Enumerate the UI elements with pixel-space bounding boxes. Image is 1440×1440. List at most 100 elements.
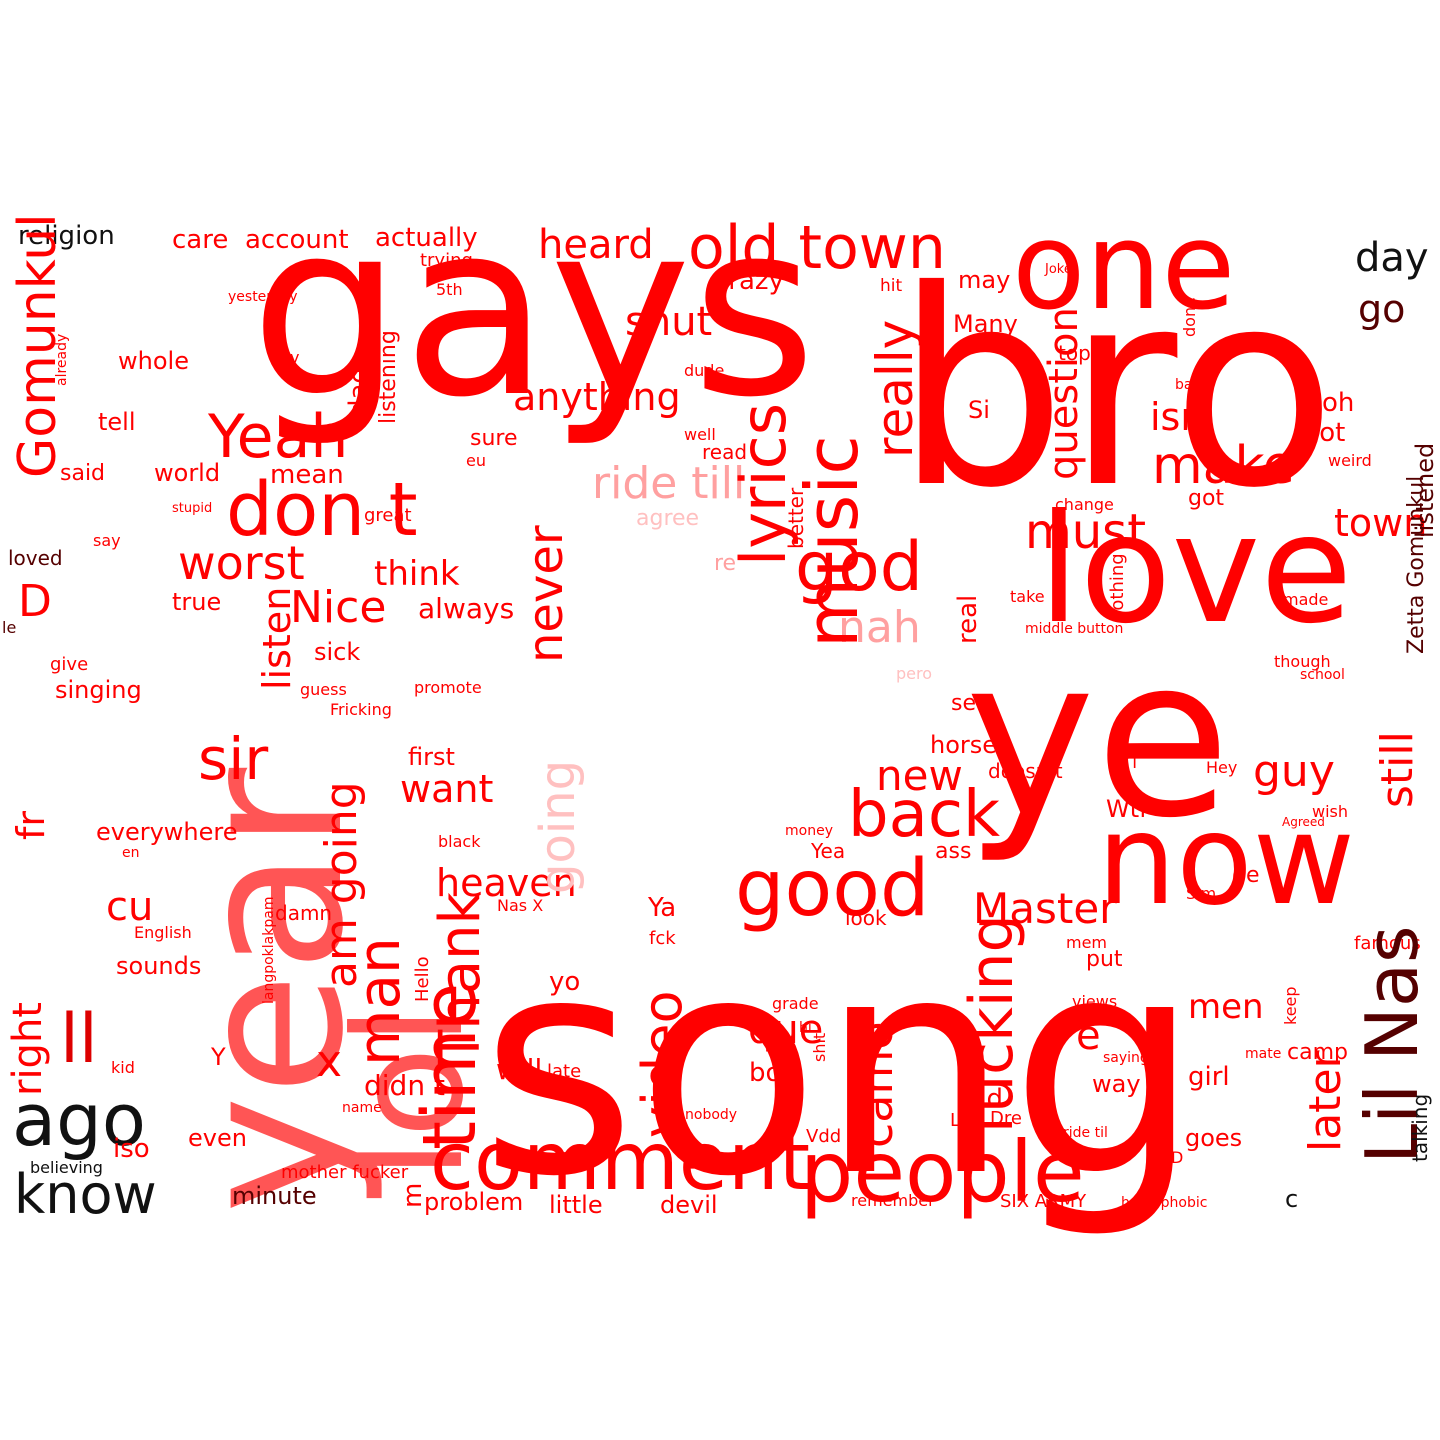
word-tell: tell <box>98 408 136 436</box>
word-man: man <box>345 937 413 1066</box>
word-kid: kid <box>111 1058 135 1077</box>
word-sounds: sounds <box>116 952 202 980</box>
word-agreed: Agreed <box>1282 815 1325 829</box>
word-nice: Nice <box>290 582 387 633</box>
word-mean: mean <box>270 460 344 490</box>
word-damn: damn <box>275 901 333 925</box>
word-well: well <box>684 425 716 444</box>
word-good: good <box>735 844 930 934</box>
word-shit: shit <box>810 1032 829 1062</box>
word-sick: sick <box>314 638 361 666</box>
word-believing: believing <box>30 1158 103 1177</box>
word-iso: iso <box>113 1134 150 1164</box>
word-sim: Sim <box>1186 884 1217 903</box>
word-never: never <box>518 525 574 663</box>
word-little: little <box>549 1191 603 1219</box>
word-came: came <box>849 1021 903 1148</box>
word-everywhere: everywhere <box>96 818 238 846</box>
word-people: people <box>800 1123 1085 1221</box>
word-change: change <box>1055 495 1114 514</box>
word-mem: mem <box>1066 933 1108 952</box>
word-song: song <box>480 893 1201 1242</box>
word-zetta-gomunkul: Zetta Gomunkul <box>1404 475 1429 654</box>
word-back: back <box>848 778 1001 852</box>
word-religion: religion <box>18 221 115 251</box>
word-agree: agree <box>636 506 700 531</box>
word-take: take <box>1010 587 1045 606</box>
word-y: Y <box>211 1043 226 1071</box>
word-camp: camp <box>1287 1040 1348 1065</box>
word-singing: singing <box>55 676 142 704</box>
word-yea: Yea <box>811 839 846 863</box>
word-listen: listen <box>255 586 299 690</box>
word-said: said <box>60 461 106 486</box>
word-crazy: crazy <box>714 266 784 296</box>
word-devil: devil <box>660 1191 718 1219</box>
word-cu: cu <box>106 884 154 930</box>
word-world: world <box>154 459 221 487</box>
word-promote: promote <box>414 678 482 697</box>
word-hey: Hey <box>1206 758 1238 777</box>
word-ye: ye <box>965 610 1231 866</box>
word-way: way <box>1092 1070 1141 1098</box>
word-guess: guess <box>300 680 347 699</box>
word-ya: Ya <box>648 893 677 923</box>
word-doesn-t: doesn t <box>988 759 1063 783</box>
word-think: think <box>374 554 460 594</box>
word-late: late <box>547 1061 582 1082</box>
word-e: e <box>1076 1013 1101 1059</box>
word-first: first <box>408 743 455 771</box>
word-english: English <box>134 923 192 942</box>
word-done: done <box>1180 297 1199 337</box>
word-hello: Hello <box>412 956 433 1002</box>
word-xd: XD <box>1160 1148 1184 1167</box>
word-master: Master <box>973 884 1117 933</box>
word-listening: listening <box>376 330 401 424</box>
word-didn-t: didn t <box>364 1069 445 1102</box>
word-c: c <box>1285 1185 1299 1213</box>
word-vdd: Vdd <box>806 1126 842 1147</box>
word-always: always <box>418 592 515 625</box>
word-read: read <box>702 440 748 464</box>
word-keep: keep <box>1281 986 1300 1025</box>
word-oh: oh <box>1322 388 1355 418</box>
word-mate: mate <box>1245 1046 1282 1062</box>
word-want: want <box>400 767 494 811</box>
word-views: views <box>1072 992 1118 1011</box>
word-d: D <box>18 576 52 627</box>
word-remember: remember <box>851 1191 935 1210</box>
word-x: x <box>316 1036 343 1087</box>
word-nobody: nobody <box>685 1107 738 1123</box>
word-saying: saying <box>1103 1050 1149 1066</box>
word-new: new <box>876 751 963 800</box>
word-must: must <box>1025 504 1147 560</box>
word-wtf: Wtf <box>1106 795 1148 823</box>
word-fck: fck <box>649 928 676 949</box>
word-heaven: heaven <box>436 861 577 905</box>
word-dre: Dre <box>990 1108 1022 1129</box>
word-hi: hi <box>799 1020 812 1036</box>
word-old-town: old town <box>688 213 946 283</box>
word-make: make <box>1152 436 1295 496</box>
word-see: see <box>951 691 990 716</box>
word-le: le <box>2 618 17 637</box>
word-whole: whole <box>118 347 189 375</box>
word-care: care <box>172 225 229 255</box>
word-yo: yo <box>549 967 581 997</box>
word-don-t: don t <box>226 467 418 553</box>
word-sad: sad <box>957 1084 1003 1114</box>
word-video: video <box>631 990 694 1139</box>
word-heard: heard <box>538 222 654 268</box>
word-nah: nah <box>838 602 921 653</box>
word-dude: dude <box>684 361 725 380</box>
word-lot: lot <box>1312 418 1346 448</box>
word-let: Let <box>950 1110 978 1131</box>
word-already: already <box>54 333 70 386</box>
word-fr: fr <box>9 810 53 840</box>
word-still: still <box>1372 731 1423 808</box>
word-de: de <box>1232 863 1260 888</box>
word-six-army: SIX ARMY <box>1000 1191 1087 1212</box>
word-stupid: stupid <box>172 501 213 516</box>
word-true: true <box>172 588 222 616</box>
